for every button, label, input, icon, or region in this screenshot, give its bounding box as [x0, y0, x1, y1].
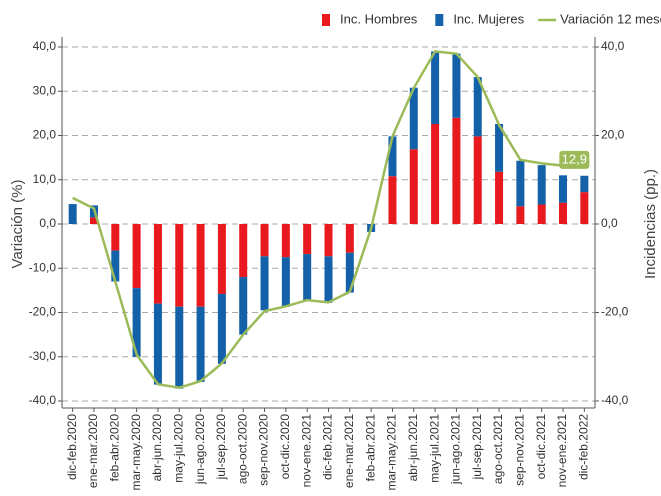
bar: [324, 256, 333, 303]
bar: [68, 204, 77, 224]
x-tick-label: dic-feb.2022: [577, 414, 591, 480]
y-tick-label: -40,0: [29, 393, 57, 407]
y2-tick-label: 20,0: [601, 128, 625, 142]
bar: [111, 250, 120, 282]
bar: [452, 117, 461, 224]
x-tick-label: jul-sep.2021: [470, 414, 484, 481]
x-tick-label: ago-oct.2020: [235, 414, 249, 484]
bar: [495, 123, 504, 172]
x-tick-label: feb-abr.2021: [363, 414, 377, 482]
x-tick-label: ene-mar.2020: [86, 414, 100, 488]
bar: [559, 202, 568, 224]
y-tick-label: 0,0: [39, 216, 56, 230]
legend-swatch: [435, 14, 444, 26]
x-tick-label: may-jul.2020: [171, 414, 185, 483]
x-tick-label: oct-dic.2020: [278, 414, 292, 480]
bar: [409, 149, 418, 224]
x-tick-label: nov-ene.2021: [555, 414, 569, 488]
bar: [260, 224, 269, 257]
bar: [132, 224, 141, 289]
value-label-bg: [559, 150, 590, 169]
x-tick-label: sep-nov.2020: [257, 414, 271, 486]
bar: [559, 175, 568, 203]
legend-swatch: [322, 14, 330, 26]
bar: [580, 175, 589, 193]
x-tick-label: may-jul.2021: [427, 414, 441, 483]
bar: [281, 257, 290, 307]
x-tick-label: feb-abr.2020: [107, 414, 121, 482]
legend-label: Inc. Mujeres: [453, 11, 524, 26]
bar: [217, 293, 226, 364]
bar: [580, 192, 589, 224]
value-label: 12,9: [562, 151, 587, 166]
x-tick-label: dic-feb.2020: [65, 414, 79, 480]
x-tick-label: jun-ago.2020: [193, 414, 207, 485]
legend-label: Variación 12 meses ocupados informales: [560, 11, 661, 26]
bar: [345, 224, 354, 253]
y-tick-label: -10,0: [29, 260, 57, 274]
bar: [388, 176, 397, 224]
x-tick-label: ago-oct.2021: [491, 414, 505, 484]
bar: [431, 51, 440, 124]
y-tick-label: -30,0: [29, 349, 57, 363]
bar: [516, 206, 525, 224]
bar: [132, 288, 141, 357]
bar: [153, 224, 162, 304]
x-tick-label: mar-may.2021: [385, 414, 399, 491]
bar: [260, 256, 269, 311]
bar: [537, 204, 546, 224]
x-tick-label: sep-nov.2021: [513, 414, 527, 486]
x-tick-label: abr-jun.2021: [406, 414, 420, 482]
bar: [281, 224, 290, 258]
x-tick-label: abr-jun.2020: [150, 414, 164, 482]
bar: [409, 87, 418, 150]
x-tick-label: ene-mar.2021: [342, 414, 356, 488]
bar: [89, 217, 98, 224]
bar: [196, 306, 205, 382]
bar: [516, 160, 525, 207]
bar: [473, 77, 482, 137]
bar: [239, 224, 248, 278]
bar: [153, 303, 162, 385]
bar: [175, 224, 184, 307]
y2-tick-label: -40,0: [601, 393, 629, 407]
bar: [431, 123, 440, 224]
x-tick-label: jul-sep.2020: [214, 414, 228, 481]
bar: [537, 165, 546, 205]
y-tick-label: 10,0: [33, 172, 57, 186]
legend-label: Inc. Hombres: [340, 11, 418, 26]
bar: [388, 136, 397, 177]
y-tick-label: 30,0: [33, 83, 57, 97]
bar: [345, 252, 354, 293]
y-tick-label: 20,0: [33, 128, 57, 142]
bar: [111, 224, 120, 251]
y-axis-title: Variación (%): [9, 180, 26, 269]
bar: [175, 306, 184, 389]
line: [72, 50, 585, 390]
bar: [303, 254, 312, 301]
bar: [196, 224, 205, 307]
bar: [324, 224, 333, 257]
bar: [452, 53, 461, 118]
y2-tick-label: 40,0: [601, 39, 625, 53]
y-tick-label: -20,0: [29, 305, 57, 319]
x-tick-label: oct-dic.2021: [534, 414, 548, 480]
y-tick-label: 40,0: [33, 39, 57, 53]
x-tick-label: mar-may.2020: [129, 414, 143, 491]
bar: [239, 277, 248, 335]
x-tick-label: dic-feb.2021: [321, 414, 335, 480]
bar: [473, 136, 482, 224]
y2-tick-label: 0,0: [601, 216, 618, 230]
x-tick-label: nov-ene.2021: [299, 414, 313, 488]
bar: [217, 224, 226, 294]
y2-tick-label: -20,0: [601, 305, 629, 319]
bar: [495, 171, 504, 224]
bar: [303, 224, 312, 255]
x-tick-label: jun-ago.2021: [449, 414, 463, 485]
y2-axis-title: Incidencias (pp.): [642, 169, 659, 279]
